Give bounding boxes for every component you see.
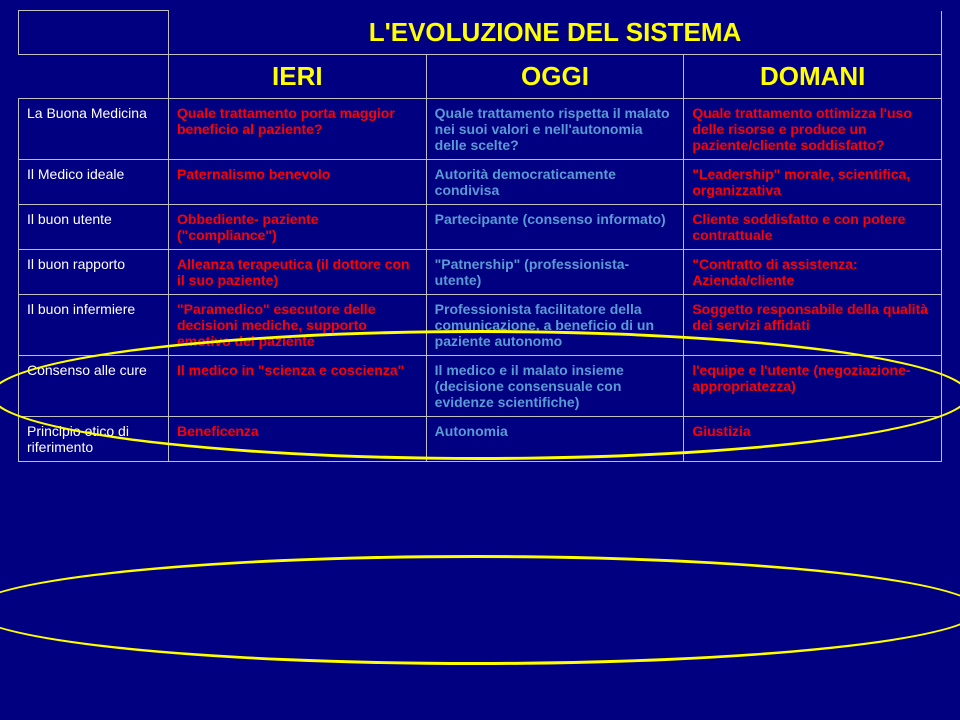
cell-domani: Soggetto responsabile della qualità dei … [684, 294, 942, 355]
cell-oggi: Autorità democraticamente condivisa [426, 159, 684, 204]
cell-ieri: Quale trattamento porta maggior benefici… [169, 98, 427, 159]
cell-oggi: Autonomia [426, 416, 684, 461]
row-label-buon-infermiere: Il buon infermiere [19, 294, 169, 355]
table-row: Il buon utente Obbediente- paziente ("co… [19, 204, 942, 249]
cell-oggi: "Patnership" (professionista-utente) [426, 249, 684, 294]
cell-oggi: Quale trattamento rispetta il malato nei… [426, 98, 684, 159]
title-row: L'EVOLUZIONE DEL SISTEMA [19, 11, 942, 55]
row-label-consenso-cure: Consenso alle cure [19, 355, 169, 416]
cell-ieri: Beneficenza [169, 416, 427, 461]
cell-ieri: "Paramedico" esecutore delle decisioni m… [169, 294, 427, 355]
blank-cell [19, 11, 169, 55]
cell-domani: "Leadership" morale, scientifica, organi… [684, 159, 942, 204]
table-row: Il buon infermiere "Paramedico" esecutor… [19, 294, 942, 355]
row-label-buona-medicina: La Buona Medicina [19, 98, 169, 159]
table-row: Principio etico di riferimento Beneficen… [19, 416, 942, 461]
slide: L'EVOLUZIONE DEL SISTEMA IERI OGGI DOMAN… [0, 0, 960, 720]
cell-domani: "Contratto di assistenza: Azienda/client… [684, 249, 942, 294]
cell-ieri: Paternalismo benevolo [169, 159, 427, 204]
table-title: L'EVOLUZIONE DEL SISTEMA [169, 11, 942, 55]
evolution-table: L'EVOLUZIONE DEL SISTEMA IERI OGGI DOMAN… [18, 10, 942, 462]
row-label-buon-utente: Il buon utente [19, 204, 169, 249]
col-ieri: IERI [169, 54, 427, 98]
cell-ieri: Il medico in "scienza e coscienza" [169, 355, 427, 416]
table-row: Il buon rapporto Alleanza terapeutica (i… [19, 249, 942, 294]
col-oggi: OGGI [426, 54, 684, 98]
cell-domani: l'equipe e l'utente (negoziazione-approp… [684, 355, 942, 416]
header-row: IERI OGGI DOMANI [19, 54, 942, 98]
row-label-principio-etico: Principio etico di riferimento [19, 416, 169, 461]
cell-oggi: Il medico e il malato insieme (decisione… [426, 355, 684, 416]
row-label-medico-ideale: Il Medico ideale [19, 159, 169, 204]
cell-domani: Quale trattamento ottimizza l'uso delle … [684, 98, 942, 159]
blank-cell [19, 54, 169, 98]
col-domani: DOMANI [684, 54, 942, 98]
row-label-buon-rapporto: Il buon rapporto [19, 249, 169, 294]
cell-ieri: Alleanza terapeutica (il dottore con il … [169, 249, 427, 294]
cell-ieri: Obbediente- paziente ("compliance") [169, 204, 427, 249]
highlight-ellipse-consenso [0, 555, 960, 665]
cell-domani: Cliente soddisfatto e con potere contrat… [684, 204, 942, 249]
table-row: La Buona Medicina Quale trattamento port… [19, 98, 942, 159]
cell-oggi: Professionista facilitatore della comuni… [426, 294, 684, 355]
cell-oggi: Partecipante (consenso informato) [426, 204, 684, 249]
table-row: Consenso alle cure Il medico in "scienza… [19, 355, 942, 416]
cell-domani: Giustizia [684, 416, 942, 461]
table-row: Il Medico ideale Paternalismo benevolo A… [19, 159, 942, 204]
